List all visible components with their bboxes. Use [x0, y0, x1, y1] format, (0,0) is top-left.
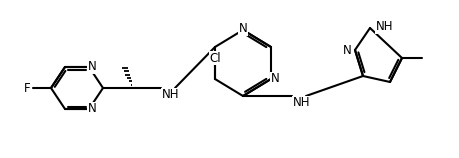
Text: N: N: [87, 103, 96, 115]
Text: F: F: [23, 82, 30, 94]
Text: NH: NH: [162, 88, 179, 101]
Text: N: N: [87, 61, 96, 73]
Text: N: N: [342, 43, 351, 57]
Text: NH: NH: [375, 21, 392, 33]
Text: Cl: Cl: [209, 52, 220, 64]
Text: N: N: [238, 22, 247, 36]
Text: NH: NH: [292, 97, 310, 109]
Text: N: N: [270, 73, 279, 85]
